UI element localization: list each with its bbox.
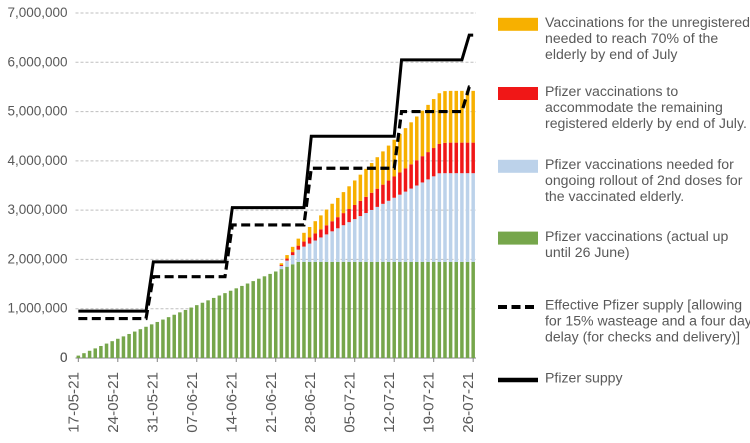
svg-text:4,000,000: 4,000,000	[7, 153, 67, 168]
svg-text:ongoing rollout of 2nd doses f: ongoing rollout of 2nd doses for	[545, 172, 743, 188]
svg-text:for 15% wasteage and a four da: for 15% wasteage and a four day	[545, 313, 750, 329]
svg-text:Pfizer vaccinations needed for: Pfizer vaccinations needed for	[545, 156, 734, 172]
svg-text:accommodate the remaining: accommodate the remaining	[545, 99, 723, 115]
svg-text:Pfizer vaccinations to: Pfizer vaccinations to	[545, 83, 678, 99]
svg-text:registered elderly by end of J: registered elderly by end of July.	[545, 115, 747, 131]
svg-text:7,000,000: 7,000,000	[7, 5, 67, 20]
svg-text:24-05-21: 24-05-21	[105, 372, 122, 433]
svg-text:elderly by end of July: elderly by end of July	[545, 46, 678, 62]
svg-text:19-07-21: 19-07-21	[421, 372, 438, 433]
svg-text:delay (for checks and delivery: delay (for checks and delivery)]	[545, 329, 740, 345]
svg-text:Vaccinations for the unregiste: Vaccinations for the unregistered	[545, 14, 750, 30]
svg-text:until 26 June): until 26 June)	[545, 244, 630, 260]
svg-text:Pfizer suppy: Pfizer suppy	[545, 370, 624, 386]
svg-text:07-06-21: 07-06-21	[184, 372, 201, 433]
svg-text:14-06-21: 14-06-21	[223, 372, 240, 433]
svg-text:21-06-21: 21-06-21	[263, 372, 280, 433]
svg-text:1,000,000: 1,000,000	[7, 301, 67, 316]
svg-text:12-07-21: 12-07-21	[381, 372, 398, 433]
svg-text:31-05-21: 31-05-21	[144, 372, 161, 433]
svg-text:26-07-21: 26-07-21	[460, 372, 477, 433]
svg-text:2,000,000: 2,000,000	[7, 251, 67, 266]
svg-text:5,000,000: 5,000,000	[7, 104, 67, 119]
svg-text:Effective Pfizer supply [allow: Effective Pfizer supply [allowing	[545, 297, 742, 313]
svg-text:0: 0	[60, 350, 68, 365]
svg-text:3,000,000: 3,000,000	[7, 202, 67, 217]
svg-text:28-06-21: 28-06-21	[302, 372, 319, 433]
svg-text:6,000,000: 6,000,000	[7, 54, 67, 69]
svg-text:17-05-21: 17-05-21	[65, 372, 82, 433]
svg-text:Pfizer vaccinations (actual up: Pfizer vaccinations (actual up	[545, 228, 728, 244]
svg-text:needed to reach 70% of the: needed to reach 70% of the	[545, 30, 718, 46]
svg-text:05-07-21: 05-07-21	[342, 372, 359, 433]
svg-text:the vaccinated elderly.: the vaccinated elderly.	[545, 188, 684, 204]
